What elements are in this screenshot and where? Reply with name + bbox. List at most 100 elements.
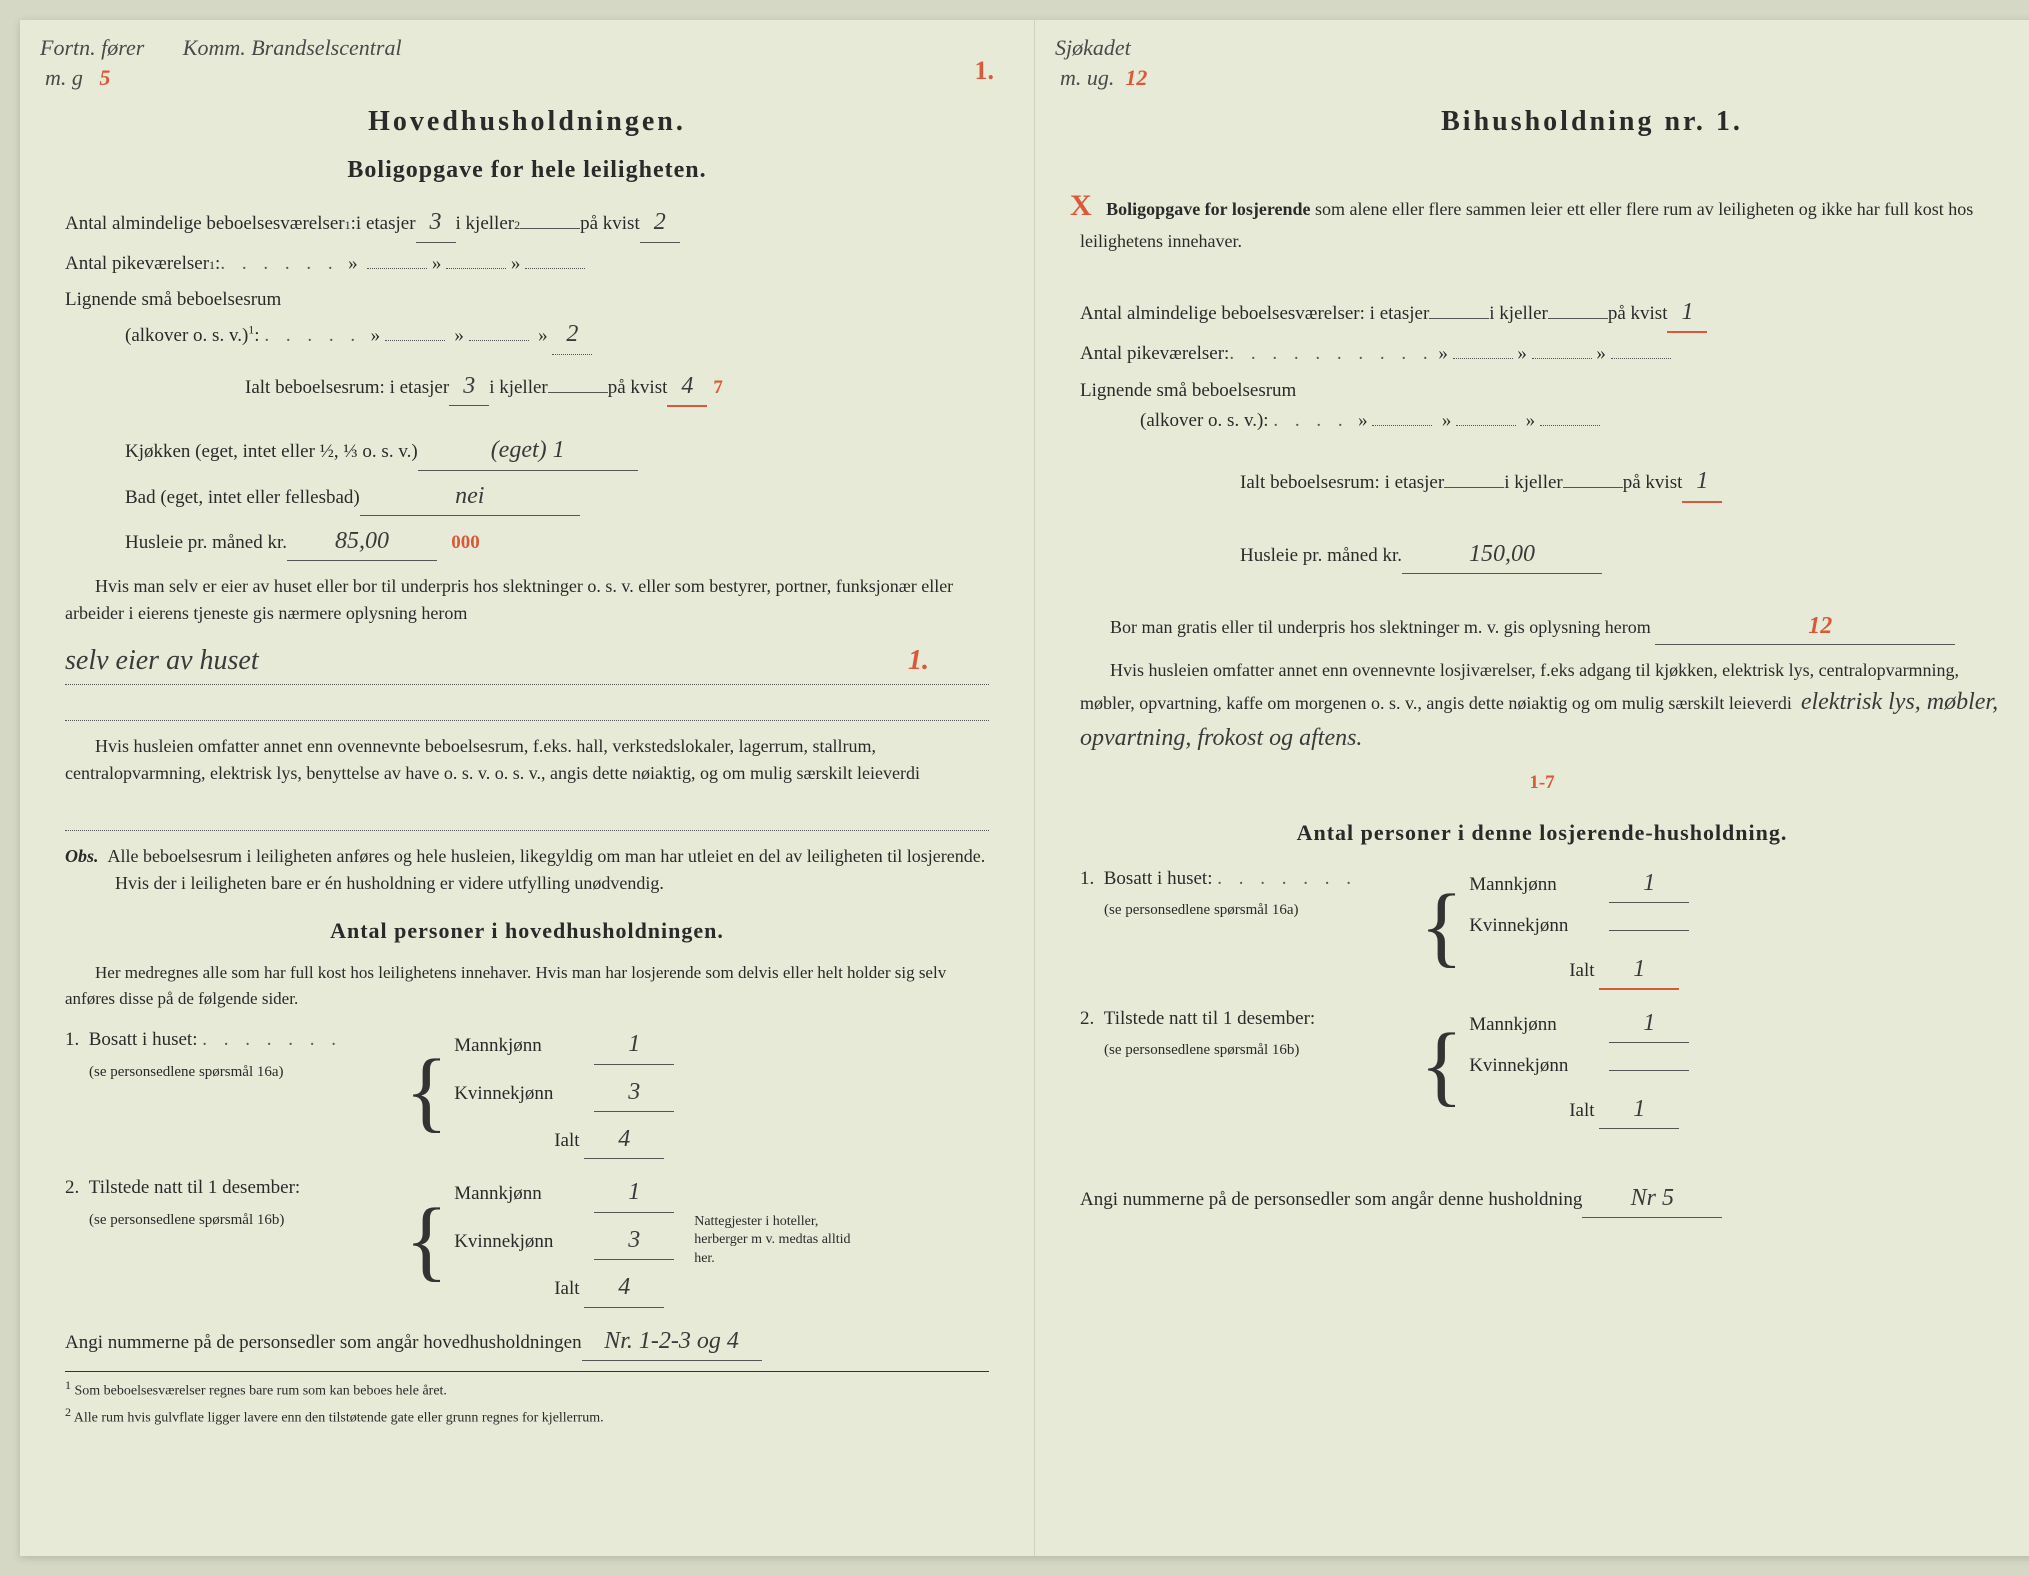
val: [469, 340, 529, 341]
label: Angi nummerne på de personsedler som ang…: [1080, 1185, 1582, 1215]
natt-note: Nattegjester i hoteller, herberger m v. …: [694, 1213, 874, 1268]
val-kvist: 2: [552, 315, 592, 354]
row-husleie: Husleie pr. måned kr. 85,00 000: [125, 522, 989, 561]
label: Lignende små beboelsesrum: [1080, 380, 1296, 401]
label: Husleie pr. måned kr.: [125, 528, 287, 558]
para-husleie-extra: Hvis husleien omfatter annet enn ovennev…: [65, 733, 989, 787]
sublabel: (alkover o. s. v.): [125, 325, 248, 346]
sublabel: (se personsedlene spørsmål 16a): [89, 1064, 284, 1080]
kvinne-label: Kvinnekjønn: [454, 1227, 594, 1257]
label: Husleie pr. måned kr.: [1240, 541, 1402, 571]
document-spread: Fortn. fører Komm. Brandselscentral m. g…: [20, 20, 2029, 1556]
val-kvist: 1: [1682, 462, 1722, 502]
row-alkover: Lignende små beboelsesrum (alkover o. s.…: [65, 285, 989, 355]
lbl-etasjer: i etasjer: [1385, 468, 1445, 498]
hand-text-3: Komm. Brandselscentral: [183, 35, 402, 60]
num: 2.: [1080, 1008, 1094, 1029]
hand-text-2: m. ug.: [1060, 65, 1114, 90]
row-husleie: Husleie pr. måned kr. 150,00: [1240, 535, 2004, 574]
ialt-label: Ialt: [554, 1274, 579, 1304]
val: 4: [584, 1268, 664, 1307]
main-title: Bihusholdning nr. 1.: [1180, 100, 2004, 145]
lbl-kjeller: i kjeller: [456, 209, 515, 239]
val: 150,00: [1402, 535, 1602, 574]
val: (eget) 1: [418, 431, 638, 470]
obs-text1: Alle beboelsesrum i leiligheten anføres …: [108, 846, 986, 866]
val-kjeller: [520, 228, 580, 229]
row-rooms: Antal almindelige beboelsesværelser: i e…: [1080, 293, 2004, 333]
val: [1444, 487, 1504, 488]
red-number: 12: [1125, 65, 1147, 90]
row-alkover: Lignende små beboelsesrum (alkover o. s.…: [1080, 376, 2004, 437]
hand-text-1: Fortn. fører: [40, 35, 144, 60]
angi-row: Angi nummerne på de personsedler som ang…: [1080, 1179, 2004, 1218]
lbl-kjeller: i kjeller: [1489, 299, 1548, 329]
val: [446, 268, 506, 269]
hand-text-2: m. g: [45, 65, 83, 90]
dots: . . . . .: [264, 325, 361, 346]
q1-label-block: 1. Bosatt i huset: . . . . . . . (se per…: [1080, 864, 1420, 925]
kvinne-label: Kvinnekjønn: [1469, 1051, 1609, 1081]
foot1-text: Som beboelsesværelser regnes bare rum so…: [75, 1384, 447, 1399]
val: 3: [594, 1073, 674, 1112]
right-page: Sjøkadet m. ug. 12 Bihusholdning nr. 1. …: [1035, 20, 2029, 1556]
row-ialt: Ialt beboelsesrum: i etasjer 3 i kjeller…: [245, 367, 989, 407]
val-etasjer: 3: [449, 367, 489, 406]
lbl-kvist: på kvist: [1623, 468, 1683, 498]
intro-para: X Boligopgave for losjerende som alene e…: [1080, 183, 2004, 255]
label: Kjøkken (eget, intet eller ½, ⅓ o. s. v.…: [125, 437, 418, 467]
val: [1429, 318, 1489, 319]
val: 85,00: [287, 522, 437, 561]
brace-group: { Mannkjønn1 Kvinnekjønn Ialt 1: [1420, 864, 1689, 990]
label: Antal pikeværelser:: [1080, 339, 1229, 369]
foot2-text: Alle rum hvis gulvflate ligger lavere en…: [74, 1411, 604, 1426]
val: [525, 268, 585, 269]
lbl-etasjer: i etasjer: [356, 209, 416, 239]
label: Tilstede natt til 1 desember:: [89, 1177, 300, 1198]
row-kjokken: Kjøkken (eget, intet eller ½, ⅓ o. s. v.…: [125, 431, 989, 470]
lbl-kvist: på kvist: [1608, 299, 1668, 329]
ialt-label: Ialt: [554, 1126, 579, 1156]
val: 1: [594, 1173, 674, 1212]
val: [1540, 425, 1600, 426]
val: [1609, 930, 1689, 931]
mann-label: Mannkjønn: [454, 1031, 594, 1061]
left-page: Fortn. fører Komm. Brandselscentral m. g…: [20, 20, 1035, 1556]
val: [1456, 425, 1516, 426]
val: 1: [1609, 864, 1689, 903]
row-rooms: Antal almindelige beboelsesværelser1: i …: [65, 203, 989, 242]
hand-annotation-2: m. g 5: [45, 60, 110, 95]
label: Bosatt i huset:: [89, 1029, 198, 1050]
red-corner-mark: 1.: [975, 50, 995, 92]
hand-annotation-2: m. ug. 12: [1060, 60, 1147, 95]
lbl-kvist: på kvist: [580, 209, 640, 239]
brace-icon: {: [1420, 1030, 1463, 1102]
mann-label: Mannkjønn: [1469, 870, 1609, 900]
dots: . . . . . .: [220, 249, 338, 279]
mann-label: Mannkjønn: [1469, 1010, 1609, 1040]
lbl-etasjer: i etasjer: [390, 373, 450, 403]
foot1: 1 Som beboelsesværelser regnes bare rum …: [65, 1376, 989, 1403]
title-text: Bihusholdning nr. 1.: [1441, 106, 1743, 137]
red-x: X: [1070, 189, 1092, 222]
q2-row: 2. Tilstede natt til 1 desember: (se per…: [1080, 1004, 2004, 1129]
num: 1.: [1080, 868, 1094, 889]
brace-icon: {: [1420, 891, 1463, 963]
label: Ialt beboelsesrum:: [1240, 468, 1380, 498]
obs-para: Obs. Alle beboelsesrum i leiligheten anf…: [65, 843, 989, 897]
sublabel: (alkover o. s. v.):: [1140, 410, 1269, 431]
brace-group: { Mannkjønn1 Kvinnekjønn3 Ialt 4 Nattegj…: [405, 1173, 874, 1307]
val: 1: [1599, 1090, 1679, 1129]
q2-label-block: 2. Tilstede natt til 1 desember: (se per…: [65, 1173, 405, 1234]
kvinne-label: Kvinnekjønn: [454, 1079, 594, 1109]
para-extra: Hvis husleien omfatter annet enn ovennev…: [1080, 657, 2004, 756]
val: nei: [360, 477, 580, 516]
label: Lignende små beboelsesrum: [65, 289, 281, 310]
label: Ialt beboelsesrum:: [245, 373, 385, 403]
val-kvist: 4: [667, 367, 707, 407]
brace-icon: {: [405, 1205, 448, 1277]
intro-bold: Boligopgave for losjerende: [1106, 199, 1310, 219]
val-etasjer: 3: [416, 203, 456, 242]
val: [1609, 1070, 1689, 1071]
red-val: 12: [1808, 613, 1832, 639]
